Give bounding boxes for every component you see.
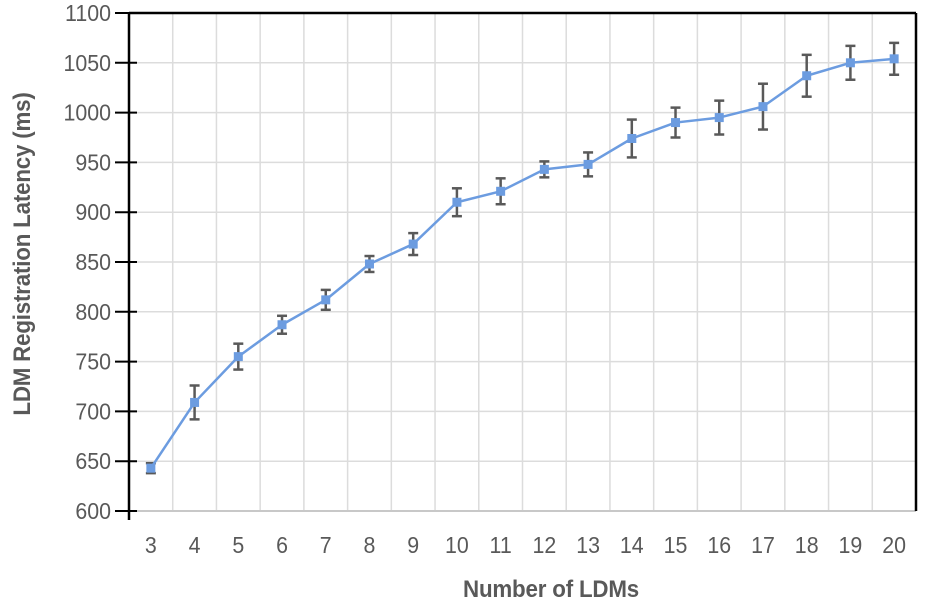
data-point-marker	[671, 118, 681, 128]
y-tick-label: 800	[75, 299, 111, 325]
data-point-marker	[539, 164, 549, 174]
x-tick-label: 6	[276, 532, 288, 558]
y-tick-label: 950	[75, 150, 111, 176]
x-tick-label: 11	[490, 532, 512, 558]
x-tick-label: 15	[664, 532, 688, 558]
x-tick-label: 16	[707, 532, 731, 558]
data-point-marker	[714, 113, 724, 123]
data-point-marker	[802, 71, 812, 81]
data-point-marker	[845, 58, 855, 68]
data-point-marker	[627, 133, 637, 143]
x-tick-label: 7	[320, 532, 332, 558]
x-tick-label: 17	[751, 532, 775, 558]
y-axis-title: LDM Registration Latency (ms)	[9, 92, 36, 416]
x-tick-label: 8	[364, 532, 376, 558]
data-point-marker	[364, 259, 374, 269]
y-tick-label: 900	[75, 199, 111, 225]
x-tick-label: 19	[839, 532, 863, 558]
data-point-marker	[452, 197, 462, 207]
data-point-marker	[146, 463, 156, 473]
data-point-marker	[496, 186, 506, 196]
x-tick-label: 14	[620, 532, 644, 558]
x-tick-label: 4	[189, 532, 201, 558]
y-tick-label: 750	[75, 349, 111, 375]
x-tick-label: 10	[445, 532, 469, 558]
data-point-marker	[190, 397, 200, 407]
y-tick-label: 1100	[65, 0, 111, 26]
y-tick-label: 1000	[63, 100, 111, 126]
y-tick-label: 650	[75, 448, 111, 474]
x-axis-title: Number of LDMs	[463, 576, 639, 603]
data-point-marker	[583, 159, 593, 169]
data-point-marker	[321, 295, 331, 305]
data-point-marker	[277, 320, 287, 330]
data-point-marker	[408, 239, 418, 249]
data-point-marker	[889, 54, 899, 64]
x-tick-label: 20	[882, 532, 906, 558]
x-tick-label: 12	[532, 532, 556, 558]
y-tick-label: 850	[75, 249, 111, 275]
x-tick-label: 18	[795, 532, 819, 558]
x-tick-label: 9	[407, 532, 419, 558]
x-tick-label: 3	[145, 532, 157, 558]
x-tick-label: 13	[576, 532, 600, 558]
y-tick-label: 700	[75, 399, 111, 425]
series-line	[149, 57, 896, 470]
y-tick-label: 1050	[63, 50, 111, 76]
data-point-marker	[758, 102, 768, 112]
data-point-marker	[233, 352, 243, 362]
x-tick-label: 5	[232, 532, 244, 558]
y-tick-label: 600	[75, 498, 111, 524]
